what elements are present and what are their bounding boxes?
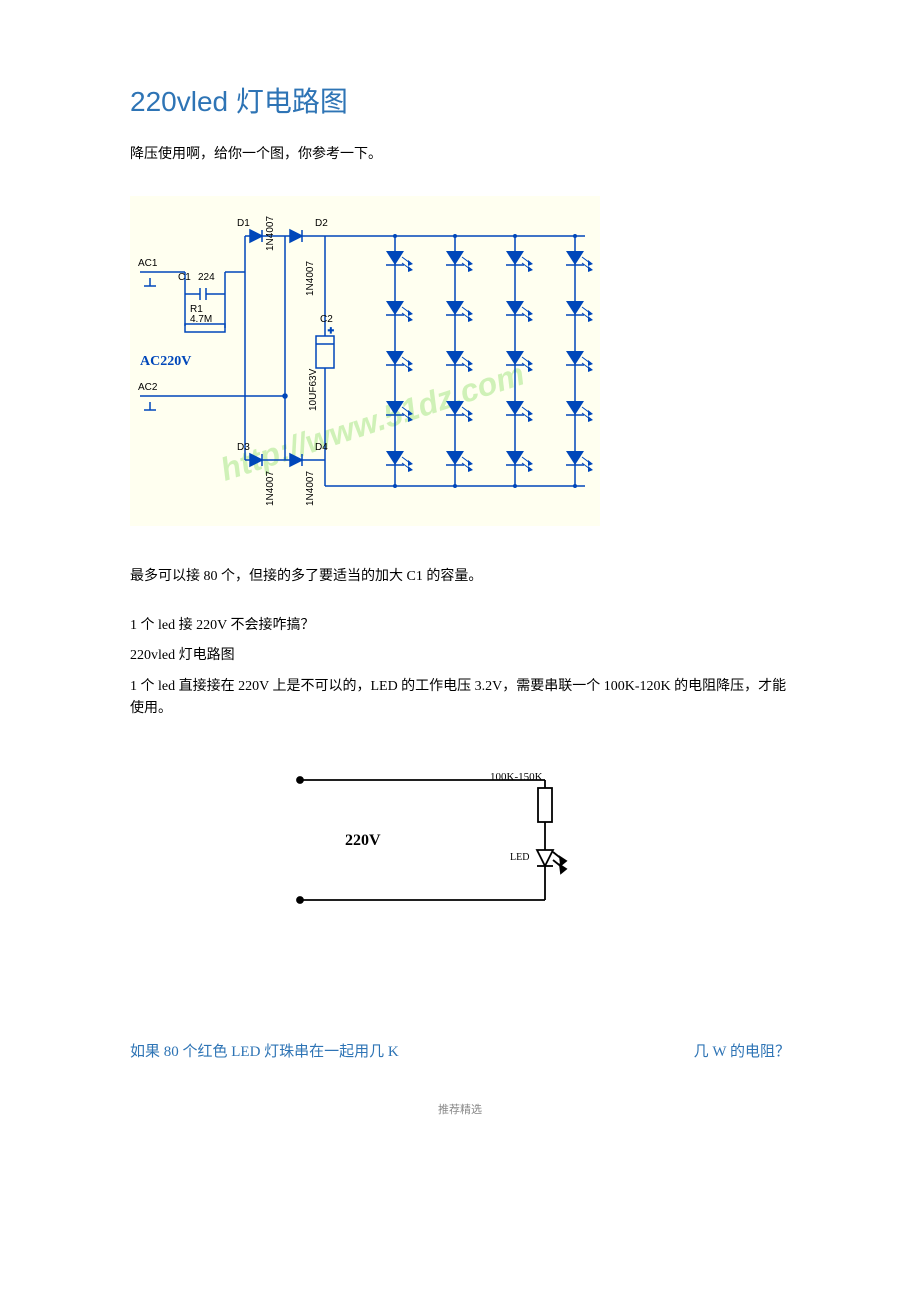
c2-val: 10UF63V: [308, 369, 319, 411]
d1-label: D1: [237, 218, 250, 229]
subtitle-right: 几 W 的电阻？: [694, 1040, 790, 1061]
paragraph-4: 220vled 灯电路图: [130, 645, 790, 667]
circuit-diagram-2: 220V 100K-150K LED: [260, 760, 660, 920]
paragraph-5: 1 个 led 直接接在 220V 上是不可以的，LED 的工作电压 3.2V，…: [130, 676, 790, 721]
d2-led-label: LED: [510, 852, 529, 863]
ac1-label: AC1: [138, 258, 157, 269]
page-title: 220vled 灯电路图: [130, 80, 790, 120]
paragraph-2: 最多可以接 80 个，但接的多了要适当的加大 C1 的容量。: [130, 566, 790, 588]
ac220v-label: AC220V: [140, 354, 191, 370]
c1-val: 224: [198, 272, 215, 283]
paragraph-3: 1 个 led 接 220V 不会接咋搞？: [130, 615, 790, 637]
d1-val: 1N4007: [265, 216, 276, 251]
c2-label: C2: [320, 314, 333, 325]
subtitle-left: 如果 80 个红色 LED 灯珠串在一起用几 K: [130, 1040, 399, 1061]
ac2-label: AC2: [138, 382, 157, 393]
c1-label: C1: [178, 272, 191, 283]
d4-label: D4: [315, 442, 328, 453]
intro-paragraph: 降压使用啊，给你一个图，你参考一下。: [130, 144, 790, 166]
d2-r-label: 100K-150K: [490, 771, 543, 783]
svg-text:+: +: [328, 326, 334, 337]
d2-label: D2: [315, 218, 328, 229]
footer-text: 推荐精选: [130, 1101, 790, 1117]
subtitle-question: 如果 80 个红色 LED 灯珠串在一起用几 K 几 W 的电阻？: [130, 1040, 790, 1061]
d2-val: 1N4007: [305, 261, 316, 296]
svg-text:http://www.51dz.com: http://www.51dz.com: [216, 356, 529, 488]
circuit-diagram-1: http://www.51dz.com: [130, 196, 790, 526]
d3-val: 1N4007: [265, 471, 276, 506]
d2-220v-label: 220V: [345, 832, 381, 849]
r1-val: 4.7M: [190, 314, 212, 325]
d4-val: 1N4007: [305, 471, 316, 506]
d3-label: D3: [237, 442, 250, 453]
